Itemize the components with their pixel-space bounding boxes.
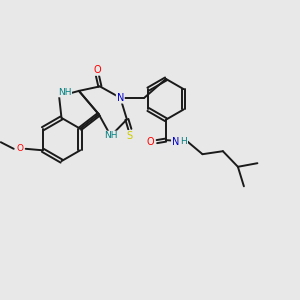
- Text: NH: NH: [58, 88, 71, 97]
- Text: O: O: [16, 144, 23, 153]
- Text: H: H: [181, 137, 187, 146]
- Text: O: O: [146, 136, 154, 147]
- Text: NH: NH: [104, 131, 118, 140]
- Text: S: S: [127, 131, 133, 141]
- Text: O: O: [94, 65, 101, 75]
- Text: N: N: [117, 93, 124, 103]
- Text: N: N: [172, 137, 179, 147]
